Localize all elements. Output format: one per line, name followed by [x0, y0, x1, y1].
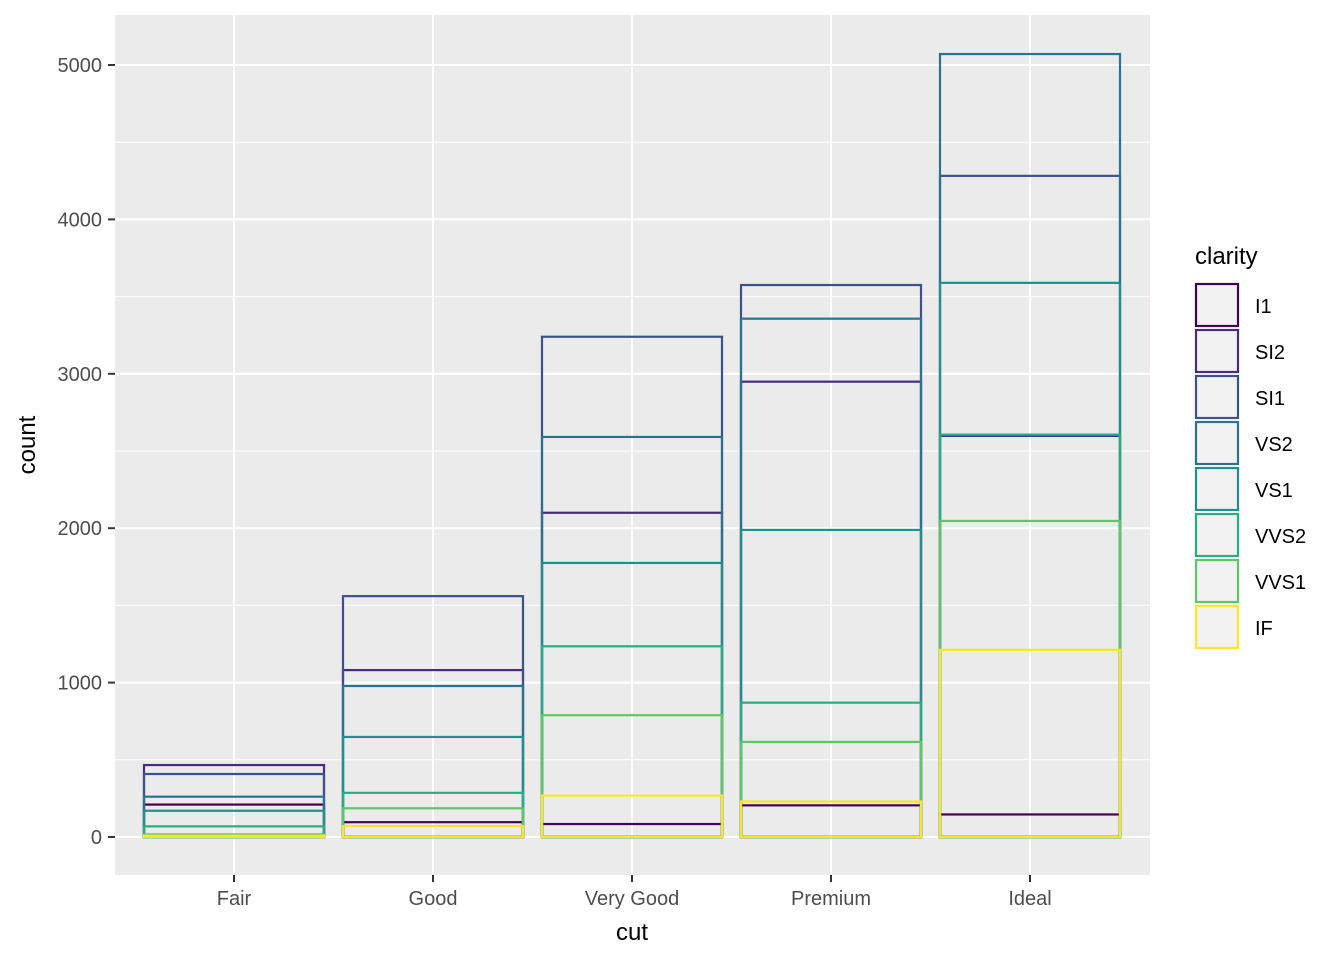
- legend-key-VVS2: [1194, 512, 1240, 558]
- legend-label: VVS1: [1255, 572, 1306, 594]
- y-axis-title: count: [14, 415, 41, 474]
- bar-IF-ideal: [938, 648, 1122, 839]
- y-tick-label: 5000: [58, 55, 103, 77]
- legend-label: SI1: [1255, 388, 1285, 410]
- axes: 0 1000 2000 3000 4000 5000 Fair Good Very Good Pr…: [58, 55, 1052, 910]
- x-tick-label: Premium: [791, 888, 871, 910]
- legend-key-VS2: [1194, 420, 1240, 466]
- x-tick-label: Very Good: [585, 888, 680, 910]
- bar-IF-fair: [142, 834, 326, 839]
- x-tick-label: Ideal: [1008, 888, 1051, 910]
- x-axis-title: cut: [616, 919, 648, 946]
- legend-label: IF: [1255, 618, 1273, 640]
- legend-label: VVS2: [1255, 526, 1306, 548]
- bar-IF-very-good: [540, 794, 724, 839]
- bars: [142, 52, 1122, 839]
- legend-label: I1: [1255, 296, 1272, 318]
- y-tick-label: 0: [91, 827, 102, 849]
- y-tick-label: 1000: [58, 673, 103, 695]
- legend: clarity I1 SI2 SI1 VS2 VS1 VVS2 VVS1 IF: [1194, 243, 1306, 650]
- legend-label: SI2: [1255, 342, 1285, 364]
- legend-label: VS2: [1255, 434, 1293, 456]
- legend-key-IF: [1194, 604, 1240, 650]
- y-tick-label: 3000: [58, 364, 103, 386]
- legend-key-VS1: [1194, 466, 1240, 512]
- x-tick-label: Fair: [217, 888, 252, 910]
- bar-IF-premium: [739, 800, 923, 839]
- legend-key-SI1: [1194, 374, 1240, 420]
- bar-IF-good: [341, 824, 525, 839]
- legend-title: clarity: [1195, 243, 1258, 270]
- legend-label: VS1: [1255, 480, 1293, 502]
- legend-key-I1: [1194, 282, 1240, 328]
- legend-key-VVS1: [1194, 558, 1240, 604]
- y-tick-label: 4000: [58, 209, 103, 231]
- y-tick-label: 2000: [58, 518, 103, 540]
- grid-lines: [115, 15, 1150, 875]
- x-tick-label: Good: [409, 888, 458, 910]
- legend-key-SI2: [1194, 328, 1240, 374]
